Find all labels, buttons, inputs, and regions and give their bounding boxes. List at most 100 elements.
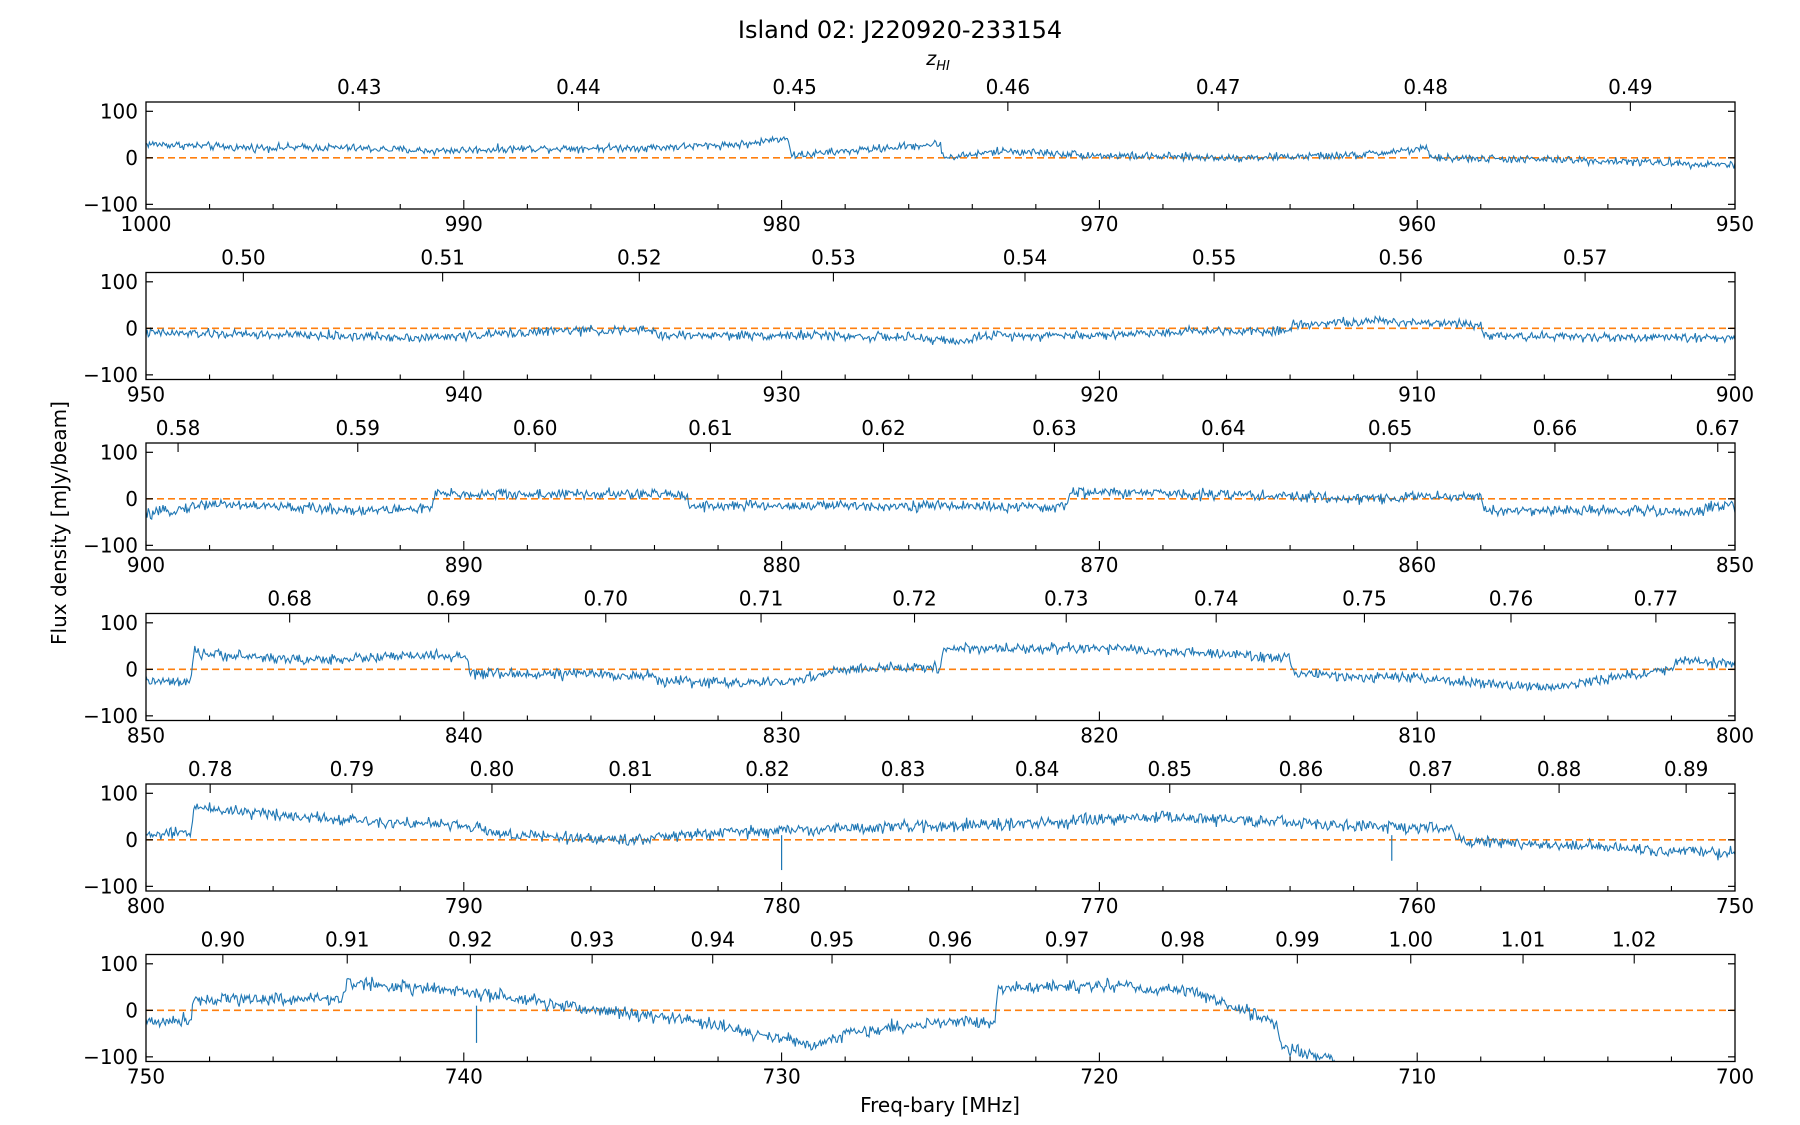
x-tick-label: 710 — [1398, 1065, 1436, 1089]
x-tick-label: 960 — [1398, 212, 1436, 236]
top-tick-label: 0.54 — [1003, 246, 1048, 270]
top-tick-label: 0.85 — [1147, 757, 1192, 781]
y-tick-label: −100 — [83, 363, 138, 387]
top-tick-label: 0.65 — [1368, 416, 1413, 440]
panel-4: −100 0 100 850 840 830 820 810 800 0.68 0.69 0.70 0.… — [83, 587, 1754, 748]
panel-5: −100 0 100 800 790 780 770 760 750 0.78 0.79 0.80 0.… — [83, 757, 1754, 918]
x-tick-label: 920 — [1080, 383, 1118, 407]
x-tick-label: 940 — [445, 383, 483, 407]
top-tick-label: 0.66 — [1533, 416, 1578, 440]
x-tick-label: 890 — [445, 553, 483, 577]
x-tick-label: 800 — [1716, 724, 1754, 748]
top-tick-label: 0.52 — [617, 246, 662, 270]
y-tick-label: 100 — [100, 270, 138, 294]
panel-frame — [145, 612, 1736, 722]
x-tick-label: 850 — [1716, 553, 1754, 577]
y-tick-label: 0 — [125, 146, 138, 170]
x-tick-label: 990 — [445, 212, 483, 236]
top-tick-label: 0.60 — [513, 416, 558, 440]
x-tick-label: 900 — [1716, 383, 1754, 407]
x-tick-label: 790 — [445, 894, 483, 918]
spectrum-line — [146, 802, 1735, 861]
top-tick-label: 0.73 — [1044, 587, 1089, 611]
y-tick-label: 0 — [125, 657, 138, 681]
panel-frame — [145, 442, 1736, 551]
top-tick-label: 0.67 — [1695, 416, 1740, 440]
x-tick-label: 750 — [1716, 894, 1754, 918]
top-tick-label: 0.97 — [1045, 928, 1090, 952]
top-tick-label: 0.49 — [1608, 75, 1653, 99]
x-tick-label: 800 — [127, 894, 165, 918]
x-tick-label: 880 — [763, 553, 801, 577]
top-tick-label: 0.50 — [221, 246, 266, 270]
x-tick-label: 850 — [127, 724, 165, 748]
top-tick-label: 0.86 — [1279, 757, 1324, 781]
top-tick-label: 0.99 — [1275, 928, 1320, 952]
x-tick-label: 820 — [1080, 724, 1118, 748]
top-tick-label: 0.92 — [448, 928, 493, 952]
y-tick-label: −100 — [83, 1045, 138, 1069]
top-tick-label: 0.83 — [881, 757, 926, 781]
top-tick-label: 0.53 — [811, 246, 856, 270]
top-tick-label: 0.55 — [1192, 246, 1237, 270]
top-tick-label: 0.44 — [556, 75, 601, 99]
top-tick-label: 0.57 — [1563, 246, 1608, 270]
x-tick-label: 980 — [763, 212, 801, 236]
y-tick-label: 100 — [100, 440, 138, 464]
figure-title: Island 02: J220920-233154 — [738, 16, 1062, 44]
y-tick-label: 100 — [100, 611, 138, 635]
x-tick-label: 1000 — [121, 212, 172, 236]
top-tick-label: 0.82 — [745, 757, 790, 781]
top-tick-label: 0.81 — [608, 757, 653, 781]
top-tick-label: 0.46 — [986, 75, 1031, 99]
y-axis-label: Flux density [mJy/beam] — [47, 401, 71, 645]
top-tick-label: 0.91 — [325, 928, 370, 952]
x-tick-label: 760 — [1398, 894, 1436, 918]
x-tick-label: 930 — [763, 383, 801, 407]
top-tick-label: 0.89 — [1664, 757, 1709, 781]
x-tick-label: 740 — [445, 1065, 483, 1089]
top-tick-label: 0.96 — [928, 928, 973, 952]
panel-frame — [145, 271, 1736, 381]
x-tick-label: 950 — [127, 383, 165, 407]
top-tick-label: 0.98 — [1161, 928, 1206, 952]
x-tick-label: 770 — [1080, 894, 1118, 918]
top-tick-label: 0.56 — [1379, 246, 1424, 270]
x-tick-label: 700 — [1716, 1065, 1754, 1089]
x-tick-label: 840 — [445, 724, 483, 748]
y-tick-label: −100 — [83, 874, 138, 898]
x-tick-label: 810 — [1398, 724, 1436, 748]
spectrum-line — [146, 135, 1735, 171]
top-tick-label: 0.74 — [1194, 587, 1239, 611]
top-axis-label-sub: HI — [936, 59, 950, 74]
x-tick-label: 900 — [127, 553, 165, 577]
top-tick-label: 0.51 — [420, 246, 465, 270]
top-tick-label: 0.70 — [584, 587, 629, 611]
panel-6: −100 0 100 750 740 730 720 710 700 0.90 0.91 0.92 0.… — [83, 928, 1754, 1089]
top-tick-label: 0.64 — [1201, 416, 1246, 440]
panel-1: −100 0 100 1000 990 980 970 960 950 0.43 0.44 0.45 0… — [83, 75, 1754, 236]
y-tick-label: 100 — [100, 781, 138, 805]
x-tick-label: 730 — [763, 1065, 801, 1089]
top-tick-label: 0.43 — [337, 75, 382, 99]
top-tick-label: 0.72 — [892, 587, 937, 611]
top-tick-label: 0.61 — [688, 416, 733, 440]
top-tick-label: 0.45 — [772, 75, 817, 99]
panel-2: −100 0 100 950 940 930 920 910 900 0.50 0.51 0.52 0.… — [83, 246, 1754, 407]
x-tick-label: 720 — [1080, 1065, 1118, 1089]
top-tick-label: 0.68 — [267, 587, 312, 611]
x-tick-label: 870 — [1080, 553, 1118, 577]
top-tick-label: 0.78 — [188, 757, 233, 781]
y-tick-label: 0 — [125, 828, 138, 852]
spectrum-line — [146, 976, 1335, 1062]
top-tick-label: 0.95 — [810, 928, 855, 952]
y-tick-label: 0 — [125, 487, 138, 511]
top-tick-label: 0.94 — [690, 928, 735, 952]
x-tick-label: 910 — [1398, 383, 1436, 407]
top-tick-label: 0.63 — [1032, 416, 1077, 440]
x-tick-label: 970 — [1080, 212, 1118, 236]
top-tick-label: 0.71 — [739, 587, 784, 611]
panel-3: −100 0 100 900 890 880 870 860 850 0.58 0.59 0.60 0.… — [83, 416, 1754, 577]
